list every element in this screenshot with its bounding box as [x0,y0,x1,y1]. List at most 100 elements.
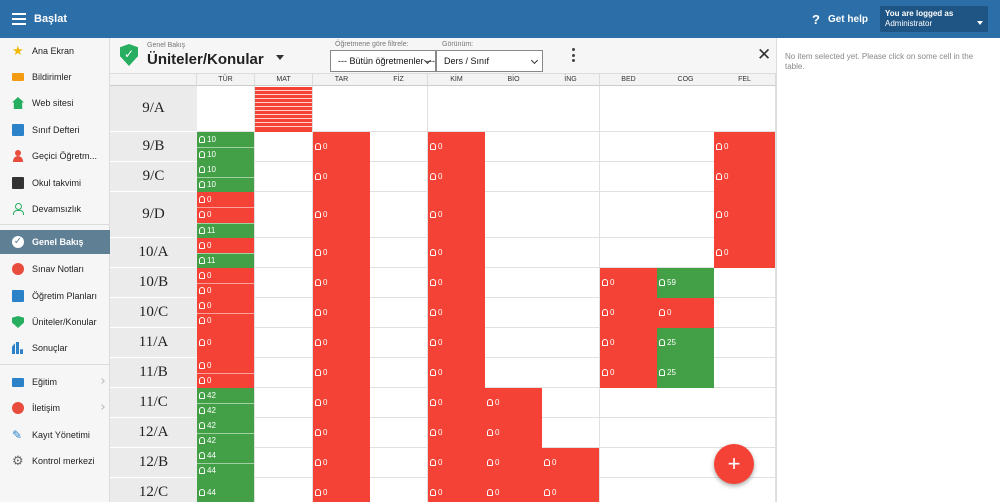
grid-cell[interactable]: 0 [428,268,486,298]
row-header[interactable]: 11/A [110,328,197,358]
grid-cell[interactable] [370,192,428,238]
sidebar-item-11[interactable]: Sonuçlar [0,336,110,360]
grid-cell[interactable] [542,388,600,418]
column-header[interactable]: TAR [313,74,371,86]
grid-cell[interactable]: 0 [313,328,371,358]
row-header[interactable]: 12/C [110,478,197,502]
row-header[interactable]: 12/A [110,418,197,448]
sidebar-item-8[interactable]: Sınav Notları [0,257,110,281]
grid-cell[interactable]: 0 [428,388,486,418]
grid-cell[interactable] [370,162,428,192]
grid-cell[interactable] [370,268,428,298]
grid-cell[interactable]: 0 [428,192,486,238]
grid-cell[interactable] [255,86,313,132]
grid-cell[interactable]: 0 [485,448,543,478]
grid-cell[interactable]: 42 42 [197,388,255,418]
grid-cell[interactable] [714,298,776,328]
grid-cell[interactable] [255,388,313,418]
sidebar-item-1[interactable]: Bildirimler [0,65,110,89]
grid-cell[interactable]: 0 [428,478,486,502]
grid-cell[interactable] [255,418,313,448]
row-header[interactable]: 11/B [110,358,197,388]
grid-cell[interactable] [485,86,543,132]
grid-cell[interactable] [485,268,543,298]
grid-cell[interactable]: 0 [657,298,715,328]
grid-cell[interactable]: 0 [600,358,658,388]
grid-cell[interactable] [542,358,600,388]
grid-cell[interactable] [657,448,715,478]
grid-cell[interactable]: 0 [714,192,776,238]
grid-cell[interactable] [255,448,313,478]
grid-cell[interactable]: 44 [197,478,255,502]
sidebar-item-7[interactable]: ✓ Genel Bakış [0,230,110,254]
grid-cell[interactable] [600,388,658,418]
grid-cell[interactable]: 0 [428,328,486,358]
grid-cell[interactable] [542,132,600,162]
more-options-icon[interactable] [572,48,575,62]
grid-cell[interactable] [255,298,313,328]
column-header[interactable]: COG [657,74,715,86]
grid-cell[interactable]: 0 [313,132,371,162]
grid-cell[interactable] [485,238,543,268]
grid-cell[interactable]: 10 10 [197,132,255,162]
grid-cell[interactable] [657,132,715,162]
grid-cell[interactable] [485,298,543,328]
grid-cell[interactable]: 10 10 [197,162,255,192]
grid-cell[interactable] [600,192,658,238]
grid-cell[interactable] [542,328,600,358]
grid-cell[interactable]: 0 [197,328,255,358]
grid-cell[interactable] [714,268,776,298]
grid-cell[interactable]: 0 [542,448,600,478]
row-header[interactable]: 10/A [110,238,197,268]
grid-cell[interactable] [255,162,313,192]
grid-cell[interactable] [657,418,715,448]
grid-cell[interactable] [714,478,776,502]
grid-cell[interactable]: 0 [428,448,486,478]
grid-cell[interactable]: 59 [657,268,715,298]
sidebar-item-4[interactable]: Geçici Öğretm... [0,144,110,168]
grid-cell[interactable]: 0 [485,388,543,418]
view-select[interactable]: Ders / Sınıf [436,50,543,72]
grid-cell[interactable] [485,358,543,388]
sidebar-item-13[interactable]: İletişim [0,396,110,420]
grid-cell[interactable] [370,132,428,162]
grid-cell[interactable]: 0 [313,478,371,502]
sidebar-item-0[interactable]: ★ Ana Ekran [0,39,110,63]
grid-cell[interactable] [600,418,658,448]
grid-cell[interactable] [657,478,715,502]
grid-cell[interactable]: 0 [313,268,371,298]
row-header[interactable]: 10/B [110,268,197,298]
grid-cell[interactable] [370,238,428,268]
grid-cell[interactable] [255,328,313,358]
grid-cell[interactable] [600,238,658,268]
grid-cell[interactable] [714,86,776,132]
grid-cell[interactable]: 0 [714,162,776,192]
grid-cell[interactable]: 0 [428,298,486,328]
sidebar-item-3[interactable]: Sınıf Defteri [0,118,110,142]
grid-cell[interactable] [714,328,776,358]
grid-cell[interactable] [714,388,776,418]
row-header[interactable]: 9/B [110,132,197,162]
grid-cell[interactable] [657,86,715,132]
grid-cell[interactable] [600,132,658,162]
grid-cell[interactable]: 0 [600,268,658,298]
row-header[interactable]: 9/C [110,162,197,192]
grid-cell[interactable]: 0 [600,328,658,358]
close-icon[interactable]: ✕ [757,45,772,64]
grid-cell[interactable]: 0 [428,418,486,448]
column-header[interactable]: BED [600,74,658,86]
column-header[interactable]: İNG [542,74,600,86]
column-header[interactable]: BİO [485,74,543,86]
teacher-filter-select[interactable]: --- Bütün öğretmenler --- [330,50,436,72]
grid-cell[interactable] [485,132,543,162]
grid-cell[interactable] [255,358,313,388]
sidebar-item-12[interactable]: Eğitim [0,370,110,394]
grid-cell[interactable]: 0 [485,418,543,448]
grid-cell[interactable]: 0 [313,238,371,268]
column-header[interactable]: FİZ [370,74,428,86]
grid-cell[interactable]: 0 [313,358,371,388]
grid-cell[interactable]: 0 [428,238,486,268]
grid-cell[interactable] [370,478,428,502]
